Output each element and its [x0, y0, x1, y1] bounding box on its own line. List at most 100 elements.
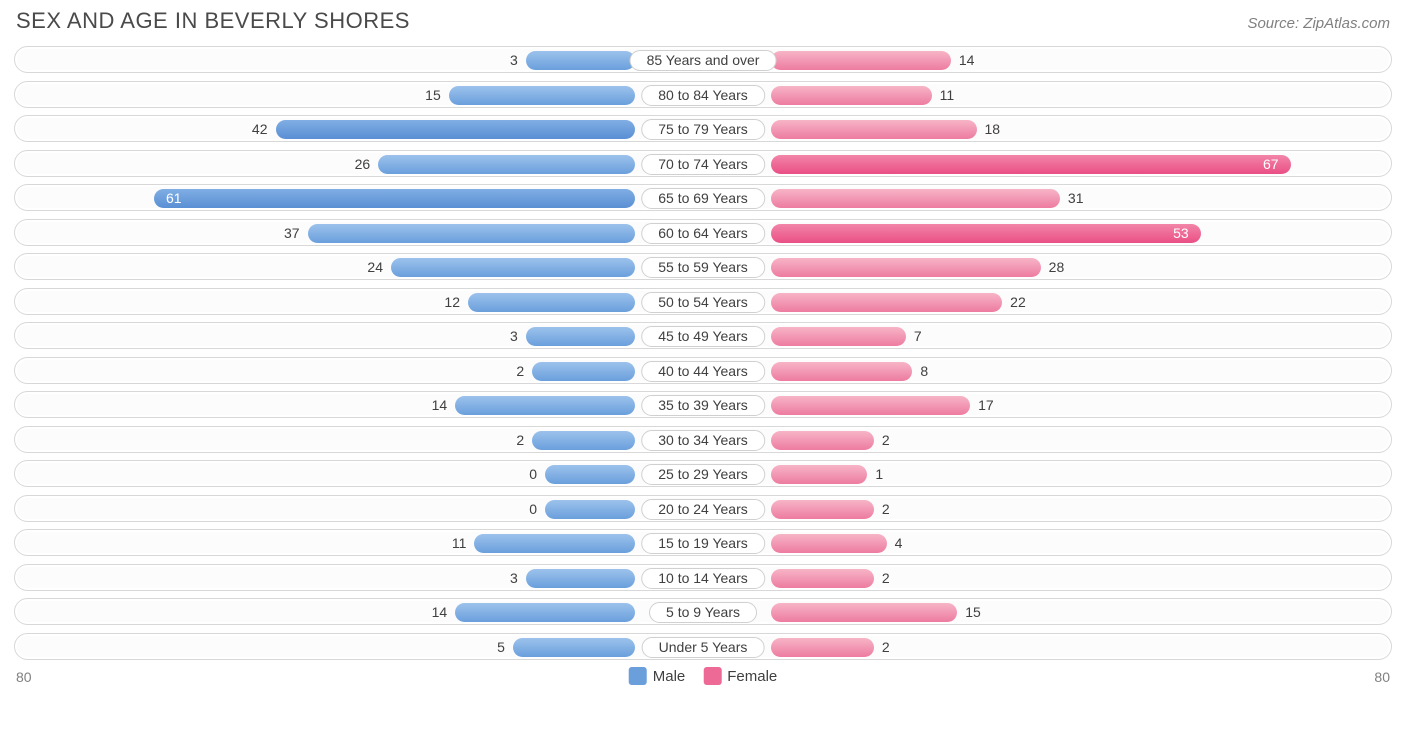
male-bar [455, 603, 635, 622]
male-value: 3 [510, 47, 518, 74]
male-value: 37 [284, 220, 300, 247]
age-category-label: 5 to 9 Years [649, 602, 757, 623]
female-bar [771, 258, 1041, 277]
male-value: 15 [425, 82, 441, 109]
female-value: 2 [882, 634, 890, 661]
male-bar [526, 51, 635, 70]
age-category-label: 40 to 44 Years [641, 361, 765, 382]
pyramid-row: 85 Years and over314 [14, 46, 1392, 73]
male-value: 5 [497, 634, 505, 661]
female-bar [771, 327, 906, 346]
legend-female-label: Female [727, 668, 777, 685]
pyramid-row: Under 5 Years 5 2 [14, 633, 1392, 660]
pyramid-row: 5 to 9 Years 14 15 [14, 598, 1392, 625]
age-category-label: Under 5 Years [642, 637, 765, 658]
female-bar [771, 534, 887, 553]
female-bar [771, 86, 932, 105]
axis-max-left: 80 [16, 669, 32, 685]
female-bar [771, 189, 1060, 208]
pyramid-row: 10 to 14 Years32 [14, 564, 1392, 591]
chart-title: SEX AND AGE IN BEVERLY SHORES [16, 8, 410, 34]
age-category-label: 75 to 79 Years [641, 119, 765, 140]
pyramid-row: 30 to 34 Years22 [14, 426, 1392, 453]
male-value: 2 [516, 358, 524, 385]
male-bar [513, 638, 635, 657]
age-category-label: 50 to 54 Years [641, 292, 765, 313]
pyramid-row: 15 to 19 Years 11 4 [14, 529, 1392, 556]
chart-area: 85 Years and over31480 to 84 Years151175… [14, 46, 1392, 660]
male-bar [532, 362, 635, 381]
male-bar [308, 224, 635, 243]
female-bar [771, 569, 874, 588]
chart-header: SEX AND AGE IN BEVERLY SHORES Source: Zi… [14, 8, 1392, 34]
female-value: 18 [985, 116, 1001, 143]
age-category-label: 10 to 14 Years [641, 568, 765, 589]
female-bar [771, 638, 874, 657]
female-value: 8 [920, 358, 928, 385]
pyramid-row: 80 to 84 Years1511 [14, 81, 1392, 108]
male-bar [455, 396, 635, 415]
male-bar [526, 569, 635, 588]
male-bar [391, 258, 635, 277]
female-value: 22 [1010, 289, 1026, 316]
pyramid-row: 35 to 39 Years1417 [14, 391, 1392, 418]
female-value: 7 [914, 323, 922, 350]
female-value: 2 [882, 496, 890, 523]
male-bar [449, 86, 635, 105]
male-bar [526, 327, 635, 346]
male-bar [532, 431, 635, 450]
age-category-label: 45 to 49 Years [641, 326, 765, 347]
female-value: 67 [1263, 151, 1279, 178]
male-value: 3 [510, 323, 518, 350]
pyramid-row: 55 to 59 Years 24 28 [14, 253, 1392, 280]
male-value: 24 [367, 254, 383, 281]
pyramid-row: 50 to 54 Years 12 22 [14, 288, 1392, 315]
age-category-label: 65 to 69 Years [641, 188, 765, 209]
female-bar [771, 465, 867, 484]
male-bar [154, 189, 635, 208]
male-value: 61 [166, 185, 182, 212]
chart-footer: 80 Male Female 80 [14, 667, 1392, 695]
male-value: 12 [444, 289, 460, 316]
male-value: 42 [252, 116, 268, 143]
age-category-label: 25 to 29 Years [641, 464, 765, 485]
female-bar [771, 603, 957, 622]
male-value: 26 [355, 151, 371, 178]
male-bar [468, 293, 635, 312]
age-category-label: 60 to 64 Years [641, 223, 765, 244]
male-value: 0 [529, 461, 537, 488]
pyramid-row: 70 to 74 Years2667 [14, 150, 1392, 177]
female-bar [771, 431, 874, 450]
pyramid-row: 25 to 29 Years 0 1 [14, 460, 1392, 487]
female-value: 31 [1068, 185, 1084, 212]
male-bar [545, 500, 635, 519]
female-value: 53 [1173, 220, 1189, 247]
age-category-label: 30 to 34 Years [641, 430, 765, 451]
legend-male: Male [629, 667, 686, 685]
legend-male-swatch [629, 667, 647, 685]
female-value: 1 [875, 461, 883, 488]
female-value: 15 [965, 599, 981, 626]
male-value: 0 [529, 496, 537, 523]
male-value: 14 [432, 599, 448, 626]
female-bar [771, 120, 977, 139]
female-value: 17 [978, 392, 994, 419]
female-bar [771, 396, 970, 415]
pyramid-row: 20 to 24 Years 0 2 [14, 495, 1392, 522]
chart-legend: Male Female [629, 667, 778, 685]
female-value: 4 [895, 530, 903, 557]
female-bar [771, 500, 874, 519]
pyramid-row: 40 to 44 Years 2 8 [14, 357, 1392, 384]
male-value: 14 [432, 392, 448, 419]
chart-source: Source: ZipAtlas.com [1247, 15, 1390, 32]
female-value: 28 [1049, 254, 1065, 281]
female-bar [771, 293, 1002, 312]
age-category-label: 15 to 19 Years [641, 533, 765, 554]
age-category-label: 55 to 59 Years [641, 257, 765, 278]
male-value: 11 [452, 530, 467, 557]
legend-female-swatch [703, 667, 721, 685]
male-bar [474, 534, 635, 553]
age-category-label: 20 to 24 Years [641, 499, 765, 520]
female-bar [771, 224, 1201, 243]
male-bar [378, 155, 635, 174]
